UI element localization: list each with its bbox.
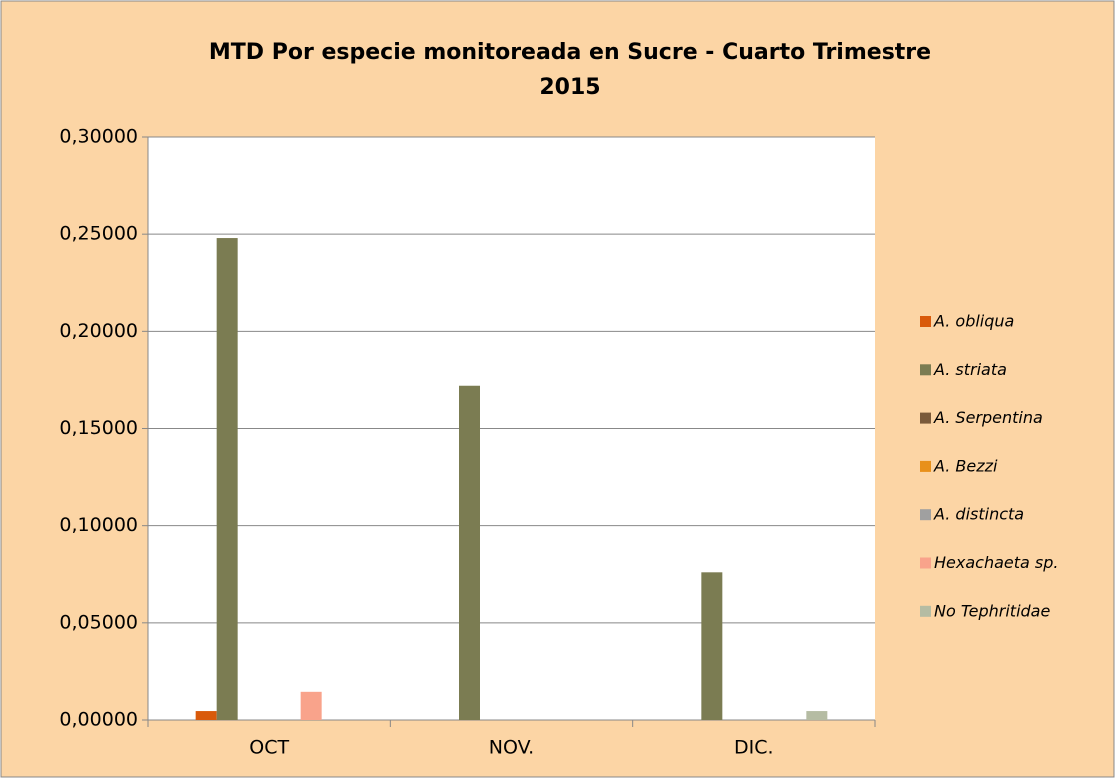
chart-subtitle: 2015 — [539, 75, 600, 100]
legend-label: Hexachaeta sp. — [934, 553, 1058, 572]
x-tick-label: OCT — [249, 737, 289, 759]
legend-swatch — [920, 316, 931, 327]
legend-swatch — [920, 412, 931, 424]
bar — [459, 385, 480, 720]
legend-label: A. distincta — [933, 505, 1024, 524]
bar — [300, 691, 322, 720]
legend-label: No Tephritidae — [934, 601, 1050, 620]
legend-label: A. Bezzi — [933, 456, 998, 475]
bar — [701, 572, 723, 720]
legend-swatch — [920, 460, 931, 472]
legend-label: A. striata — [933, 360, 1007, 379]
y-tick-label: 0,25000 — [59, 223, 138, 245]
legend-swatch — [920, 557, 931, 569]
legend-swatch — [920, 605, 931, 617]
x-tick-label: NOV. — [489, 737, 534, 759]
bar — [195, 711, 217, 720]
legend-label: A. obliqua — [933, 312, 1014, 331]
y-tick-label: 0,20000 — [59, 320, 138, 342]
legend-label: A. Serpentina — [933, 408, 1043, 427]
y-tick-label: 0,15000 — [59, 417, 138, 439]
y-tick-label: 0,00000 — [59, 709, 138, 731]
bar — [216, 238, 238, 720]
x-tick-label: DIC. — [734, 737, 774, 759]
y-tick-label: 0,30000 — [59, 126, 138, 148]
bar — [806, 711, 828, 720]
chart-title: MTD Por especie monitoreada en Sucre - C… — [209, 40, 931, 65]
legend-swatch — [920, 509, 931, 521]
legend-swatch — [920, 364, 931, 376]
y-tick-label: 0,05000 — [59, 611, 138, 633]
y-tick-label: 0,10000 — [59, 514, 138, 536]
